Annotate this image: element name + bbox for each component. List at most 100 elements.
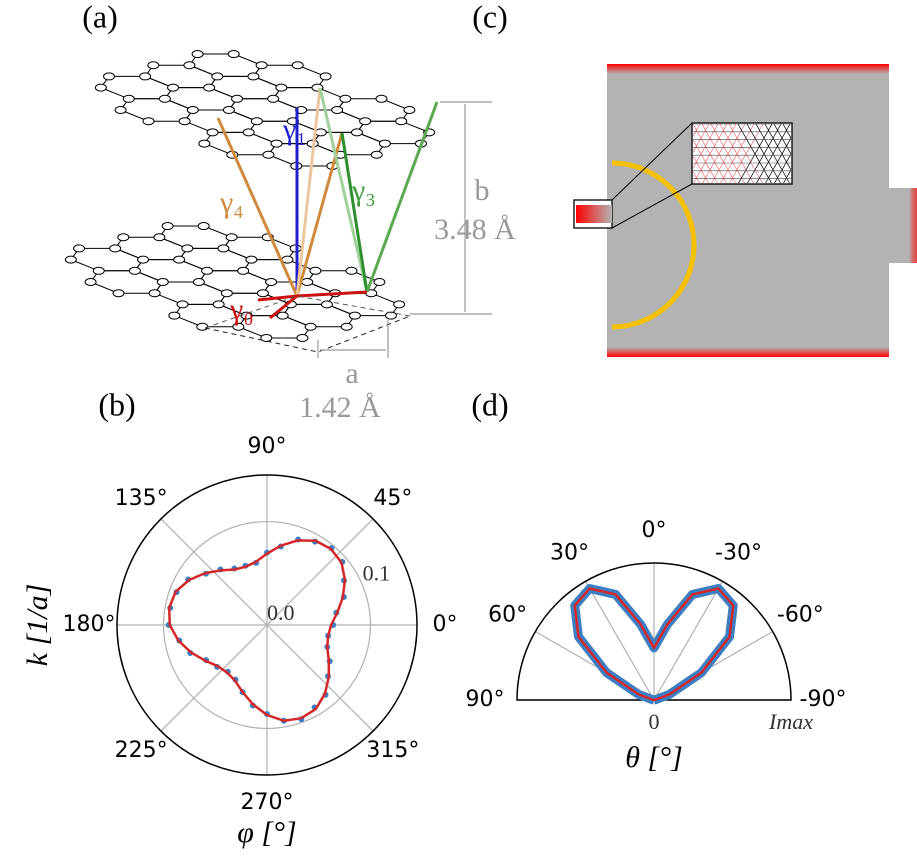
angle-tick-label: 60° xyxy=(488,603,527,628)
atom xyxy=(122,94,135,103)
mesh-line xyxy=(531,124,565,184)
atom xyxy=(181,244,194,253)
absorbing-edge xyxy=(607,347,889,357)
grid-line xyxy=(653,581,724,701)
panel-label: (a) xyxy=(82,0,118,34)
angle-tick-label: -90° xyxy=(800,687,847,712)
a-label: a xyxy=(345,357,358,390)
atom xyxy=(167,83,180,92)
mesh-line xyxy=(576,124,610,184)
atom xyxy=(112,289,125,298)
atom xyxy=(384,311,397,320)
mesh-line xyxy=(693,124,710,153)
atom xyxy=(128,266,141,275)
mesh-line xyxy=(522,124,556,184)
angle-tick-label: -60° xyxy=(777,603,824,628)
atom xyxy=(156,278,169,286)
zoom-line xyxy=(611,183,693,229)
dashed-guide xyxy=(204,295,411,329)
atom xyxy=(161,222,174,231)
radial-tick-label: Imax xyxy=(768,709,813,734)
gamma1-label: γ₁ xyxy=(282,113,307,146)
atom xyxy=(359,117,372,126)
angle-tick-label: 180° xyxy=(63,612,116,637)
mesh-line xyxy=(765,137,791,183)
angle-tick-label: -30° xyxy=(715,541,762,566)
dashed-guide xyxy=(204,315,411,353)
atom xyxy=(198,139,211,148)
angle-tick-label: 135° xyxy=(115,486,168,511)
mesh-line xyxy=(693,124,701,138)
b-label: b xyxy=(475,174,490,207)
absorbing-edge xyxy=(909,188,917,263)
atom xyxy=(64,255,77,264)
mesh-line xyxy=(513,124,547,184)
atom xyxy=(197,222,210,231)
mesh-line xyxy=(549,124,583,184)
device xyxy=(513,64,917,357)
mesh-line xyxy=(567,124,601,184)
atom xyxy=(114,106,127,114)
mesh-line xyxy=(702,124,737,183)
atom xyxy=(220,289,233,298)
atom xyxy=(304,322,317,331)
angle-tick-label: 0° xyxy=(433,612,458,637)
atom xyxy=(92,266,105,275)
atom xyxy=(242,128,255,137)
mesh-line xyxy=(720,124,755,183)
atom xyxy=(314,128,327,137)
b-value: 3.48 Å xyxy=(434,213,516,246)
grid-line xyxy=(160,624,268,732)
angle-tick-label: 90° xyxy=(248,434,287,459)
mesh-line xyxy=(567,124,601,184)
atom xyxy=(339,94,352,103)
angle-tick-label: 315° xyxy=(366,738,419,763)
y-axis-label: k [1/a] xyxy=(21,584,54,667)
hopping-gamma0 xyxy=(257,290,368,302)
atom xyxy=(375,94,388,103)
absorbing-edge xyxy=(607,64,889,74)
mesh-line xyxy=(693,124,719,169)
x-axis-label: φ [°] xyxy=(237,816,296,849)
mesh-line xyxy=(549,124,583,184)
mesh-line xyxy=(558,124,592,184)
atom xyxy=(373,278,386,286)
atom xyxy=(256,289,269,298)
atom xyxy=(217,244,230,253)
atom xyxy=(231,94,244,103)
device-body xyxy=(607,65,889,356)
atom xyxy=(281,255,294,264)
atom xyxy=(403,106,416,114)
zoom-line xyxy=(611,122,693,201)
mesh-line xyxy=(756,124,791,183)
atom xyxy=(148,289,161,298)
atom xyxy=(109,244,122,253)
atom xyxy=(320,300,333,309)
lead-left xyxy=(576,205,612,223)
charts: 0° 45° 90° 135° 180° 225° 270° 315° 0.0 0.1 φ [°] k… xyxy=(21,434,847,849)
atom xyxy=(348,311,361,320)
atom xyxy=(345,266,358,275)
panel-label: (d) xyxy=(471,386,508,422)
atom xyxy=(225,233,238,242)
atom xyxy=(291,61,304,70)
atom xyxy=(203,83,216,92)
atom xyxy=(147,61,160,70)
atom xyxy=(350,128,363,137)
atom xyxy=(265,278,278,286)
mesh-line xyxy=(540,124,574,184)
mesh-line xyxy=(513,124,547,184)
atom xyxy=(183,61,196,70)
atom xyxy=(94,83,107,92)
atom xyxy=(206,128,219,137)
mesh-line xyxy=(738,124,773,183)
atom xyxy=(211,72,224,81)
atom xyxy=(232,322,245,331)
atom xyxy=(250,117,263,126)
polar-chart: 0° 30° -30° 60° -60° 90° -90° 0 Imax θ [°] xyxy=(466,518,847,774)
hopping-gamma0 xyxy=(269,294,298,320)
grid-line xyxy=(266,624,374,732)
atom xyxy=(309,266,322,275)
